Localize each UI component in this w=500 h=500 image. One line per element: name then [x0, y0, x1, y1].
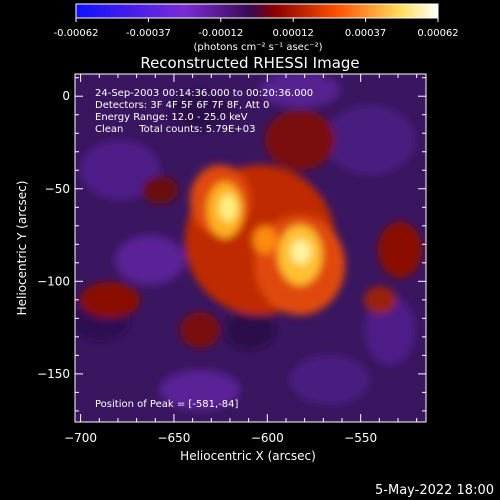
y-tick-label: −100 — [37, 274, 70, 288]
colorbar-units-label: (photons cm⁻² s⁻¹ asec⁻²) — [193, 42, 322, 53]
observation-info: 24-Sep-2003 00:14:36.000 to 00:20:36.000… — [95, 88, 313, 135]
colorbar-tick-label: -0.00037 — [126, 28, 171, 39]
colorbar-tick-labels: -0.00062 -0.00037 -0.00012 0.00012 0.00037 0.… — [54, 28, 459, 39]
info-time-range: 24-Sep-2003 00:14:36.000 to 00:20:36.000 — [95, 88, 313, 99]
colorbar-ticks — [75, 18, 439, 22]
x-axis-label: Heliocentric X (arcsec) — [180, 449, 316, 463]
y-tick-label: −150 — [37, 367, 70, 381]
x-tick-label: −600 — [251, 431, 284, 445]
x-tick-labels: −700 −650 −600 −550 — [64, 431, 377, 445]
y-tick-labels: 0 −50 −100 −150 — [37, 89, 70, 381]
colorbar-tick-label: 0.00062 — [417, 28, 458, 39]
colorbar-tick-label: -0.00062 — [54, 28, 99, 39]
colorbar — [75, 3, 439, 19]
colorbar-tick-label: 0.00012 — [273, 28, 314, 39]
y-axis-label: Heliocentric Y (arcsec) — [15, 181, 29, 316]
reconstructed-image — [75, 74, 426, 422]
info-energy-range: Energy Range: 12.0 - 25.0 keV — [95, 112, 248, 123]
axis-ticks — [75, 74, 426, 422]
info-detectors: Detectors: 3F 4F 5F 6F 7F 8F, Att 0 — [95, 100, 269, 111]
colorbar-tick-label: -0.00012 — [198, 28, 243, 39]
y-tick-label: −50 — [45, 182, 70, 196]
y-tick-label: 0 — [62, 89, 70, 103]
plot-title: Reconstructed RHESSI Image — [140, 54, 359, 72]
date-stamp: 5-May-2022 18:00 — [375, 483, 494, 498]
info-clean-counts: Clean Total counts: 5.79E+03 — [95, 124, 255, 135]
colorbar-tick-label: 0.00037 — [345, 28, 386, 39]
plot-frame — [74, 73, 427, 423]
peak-position: Position of Peak = [-581,-84] — [95, 399, 239, 410]
x-tick-label: −650 — [157, 431, 190, 445]
x-tick-label: −700 — [64, 431, 97, 445]
x-tick-label: −550 — [344, 431, 377, 445]
